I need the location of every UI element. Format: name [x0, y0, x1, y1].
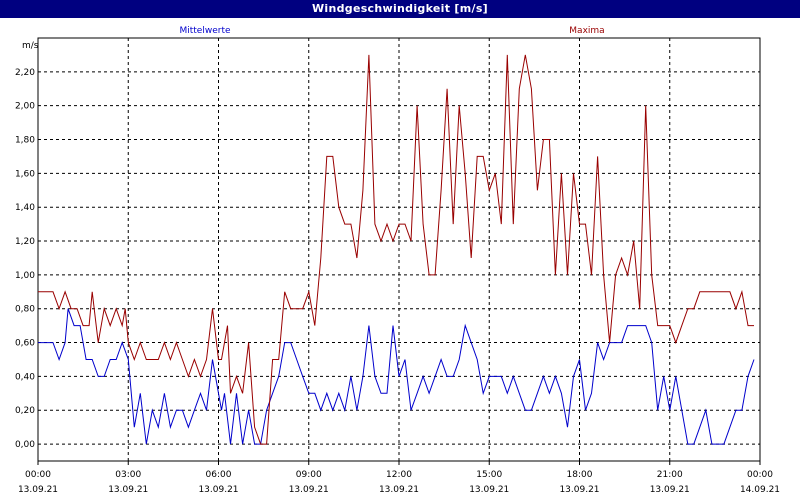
y-tick-label: 2,20 — [15, 68, 35, 78]
y-axis-label: m/s — [22, 41, 39, 51]
x-tick-time: 21:00 — [657, 470, 683, 480]
legend-maxima: Maxima — [569, 26, 604, 36]
x-tick-date: 13.09.21 — [650, 485, 690, 495]
y-tick-label: 0,00 — [15, 440, 35, 450]
x-tick-date: 13.09.21 — [198, 485, 238, 495]
y-tick-label: 0,80 — [15, 305, 35, 315]
x-tick-date: 13.09.21 — [18, 485, 58, 495]
x-tick-time: 06:00 — [206, 470, 232, 480]
y-tick-label: 1,40 — [15, 203, 35, 213]
x-tick-time: 09:00 — [296, 470, 322, 480]
chart-title: Windgeschwindigkeit [m/s] — [0, 0, 800, 18]
y-tick-label: 1,80 — [15, 136, 35, 146]
y-tick-label: 1,60 — [15, 169, 35, 179]
series-line-maxima — [38, 54, 754, 445]
legend-mittelwerte: Mittelwerte — [179, 26, 230, 36]
y-tick-label: 1,20 — [15, 237, 35, 247]
x-tick-date: 13.09.21 — [469, 485, 509, 495]
x-tick-date: 13.09.21 — [559, 485, 599, 495]
x-tick-time: 00:00 — [25, 470, 51, 480]
y-tick-label: 0,60 — [15, 339, 35, 349]
y-tick-label: 0,40 — [15, 372, 35, 382]
x-tick-time: 18:00 — [567, 470, 593, 480]
x-tick-time: 12:00 — [386, 470, 412, 480]
x-tick-time: 00:00 — [747, 470, 773, 480]
axis-layer: 0,00 0,20 0,40 0,60 0,80 1,00 1,20 1,40 1,60 1,80… — [15, 68, 780, 495]
y-tick-label: 1,00 — [15, 271, 35, 281]
y-tick-label: 0,20 — [15, 406, 35, 416]
y-tick-label: 2,00 — [15, 102, 35, 112]
x-tick-time: 03:00 — [115, 470, 141, 480]
series-layer — [38, 54, 755, 445]
x-tick-date: 13.09.21 — [108, 485, 148, 495]
x-tick-date: 13.09.21 — [289, 485, 329, 495]
x-tick-date: 14.09.21 — [740, 485, 780, 495]
x-tick-time: 15:00 — [476, 470, 502, 480]
series-line-mittelwerte — [38, 308, 755, 445]
x-tick-date: 13.09.21 — [379, 485, 419, 495]
